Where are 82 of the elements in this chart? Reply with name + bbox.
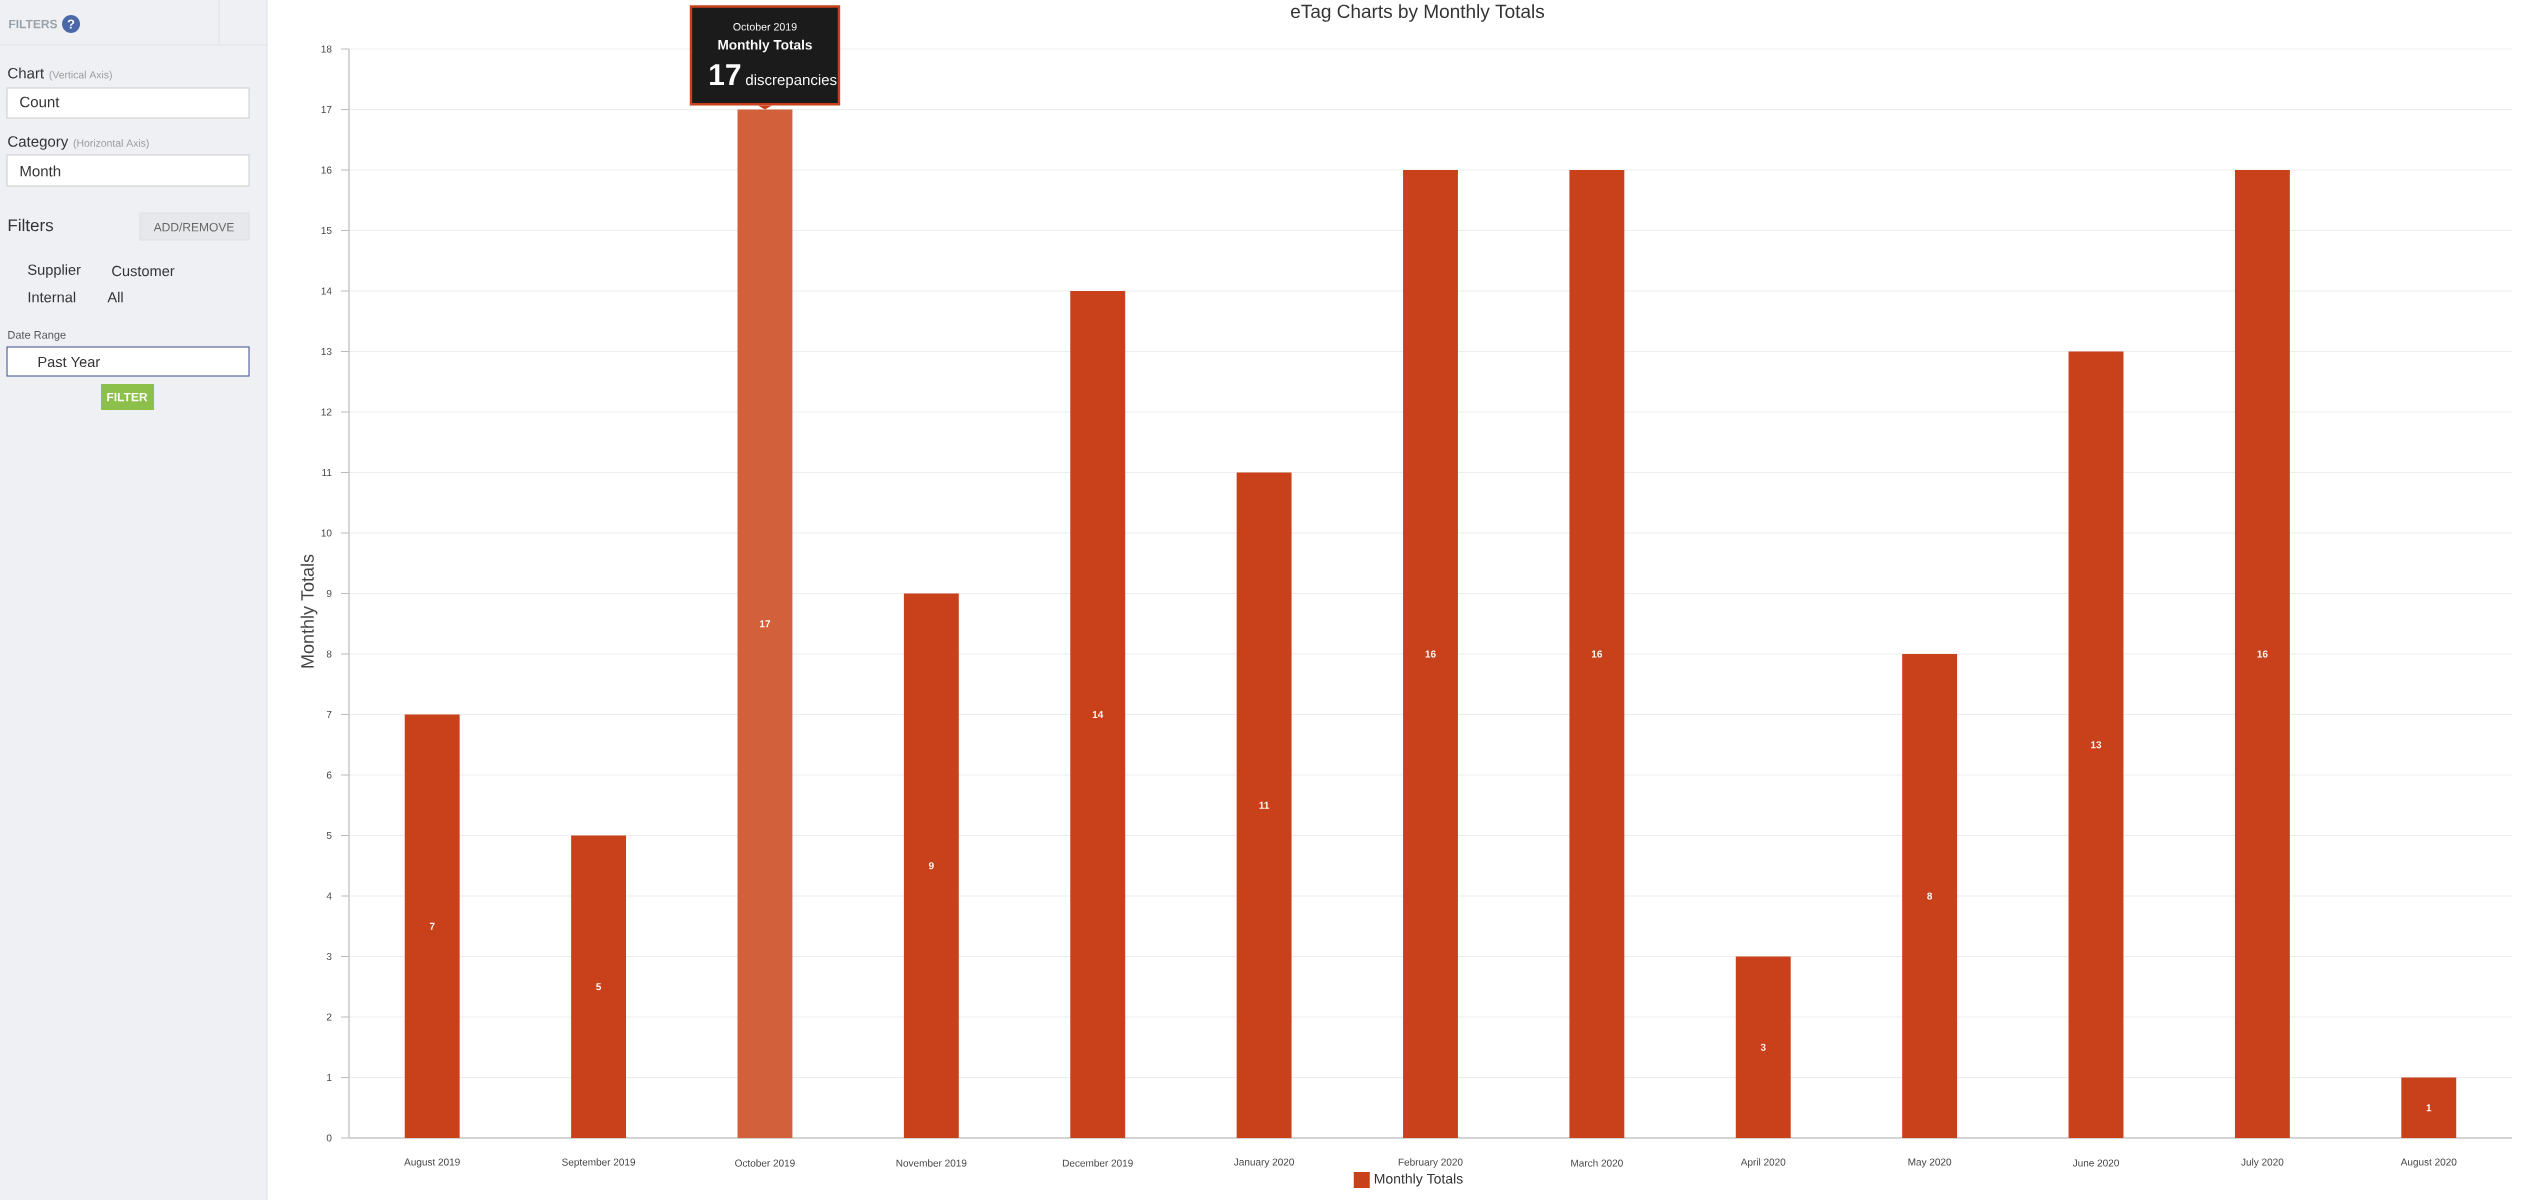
annotation: Monthly Totals	[718, 39, 812, 53]
y-tick-label: 17	[321, 106, 332, 113]
y-tick-label: 12	[321, 408, 332, 416]
bar	[1569, 169, 1625, 1138]
y-tick-label: 9	[326, 589, 332, 598]
bar	[1403, 169, 1458, 1138]
text: Supplier	[28, 264, 81, 278]
text: ADD/REMOVE	[153, 222, 234, 232]
bar	[1735, 956, 1791, 1138]
text: Past Year	[38, 356, 100, 368]
data-label: 7	[429, 922, 435, 930]
x-tick-label: June 2020	[2072, 1159, 2119, 1167]
bar	[1902, 653, 1958, 1138]
y-tick-label: 18	[321, 45, 332, 53]
x-tick-label: October 2019	[735, 1159, 795, 1167]
data-label: 11	[1259, 801, 1270, 809]
data-label: 16	[1591, 650, 1603, 658]
y-tick-label: 16	[321, 166, 332, 174]
y-tick-label: 8	[326, 650, 332, 658]
y-tick-label: 4	[326, 892, 332, 900]
x-tick-label: April 2020	[1740, 1158, 1786, 1168]
x-tick-label: March 2020	[1571, 1159, 1623, 1167]
data-label: 17	[710, 64, 741, 85]
bar	[2068, 351, 2124, 1138]
text: Chart	[8, 67, 44, 79]
x-tick-label: December 2019	[1062, 1159, 1133, 1167]
chart-title: eTag Charts by Monthly Totals	[1291, 4, 1545, 22]
text: (Vertical Axis)	[49, 70, 112, 81]
text: Category	[8, 136, 69, 150]
bar	[2234, 169, 2290, 1138]
data-label: 16	[2257, 650, 2268, 658]
y-tick-label: 10	[321, 529, 332, 537]
data-label: 16	[1425, 650, 1436, 658]
bar	[2401, 1077, 2457, 1138]
bar	[1236, 472, 1292, 1138]
bar	[737, 109, 793, 1138]
y-tick-label: 3	[326, 952, 332, 961]
text: October 2019	[733, 22, 797, 31]
text: Month	[20, 165, 61, 177]
text: (Horizontal Axis)	[73, 139, 149, 149]
y-tick-label: 13	[321, 347, 332, 356]
text: Date Range	[8, 331, 66, 341]
x-tick-label: November 2019	[896, 1159, 967, 1167]
data-label: 3	[1760, 1043, 1766, 1051]
data-label: 1	[2426, 1104, 2432, 1112]
x-tick-label: July 2020	[2241, 1158, 2284, 1168]
data-label: 9	[928, 862, 934, 870]
bar	[1070, 290, 1126, 1138]
x-tick-label: August 2020	[2400, 1158, 2457, 1168]
y-tick-label: 11	[322, 469, 332, 476]
text: Customer	[112, 265, 175, 277]
y-tick-label: 7	[326, 711, 332, 718]
y-tick-label: 0	[326, 1134, 332, 1142]
data-label: 13	[2091, 741, 2102, 749]
bar	[404, 714, 460, 1138]
x-tick-label: September 2019	[562, 1158, 636, 1168]
y-tick-label: 15	[321, 227, 332, 234]
y-axis-title: Monthly Totals	[300, 554, 318, 668]
text: Internal	[28, 291, 76, 303]
y-tick-label: 5	[326, 832, 332, 839]
annotation: discrepancies	[745, 74, 837, 89]
bar	[571, 835, 627, 1138]
text: Filters	[8, 218, 54, 232]
text: FILTER	[107, 392, 148, 402]
x-tick-label: January 2020	[1233, 1158, 1295, 1168]
y-tick-label: 1	[327, 1074, 332, 1081]
legend-label: Monthly Totals	[1374, 1173, 1463, 1187]
x-tick-label: May 2020	[1908, 1158, 1952, 1168]
text: ?	[67, 19, 75, 29]
y-tick-label: 14	[321, 287, 332, 295]
x-tick-label: February 2020	[1398, 1158, 1463, 1168]
text: All	[107, 291, 123, 303]
text: Count	[20, 96, 60, 108]
annotation: 17	[760, 620, 771, 628]
y-tick-label: 6	[326, 771, 332, 779]
data-label: 5	[596, 983, 602, 991]
text: FILTERS	[9, 19, 58, 29]
data-label: 14	[1092, 711, 1104, 718]
bar	[903, 593, 959, 1138]
x-tick-label: August 2019	[404, 1158, 460, 1168]
data-label: 8	[1927, 892, 1933, 900]
y-tick-label: 2	[326, 1013, 332, 1021]
